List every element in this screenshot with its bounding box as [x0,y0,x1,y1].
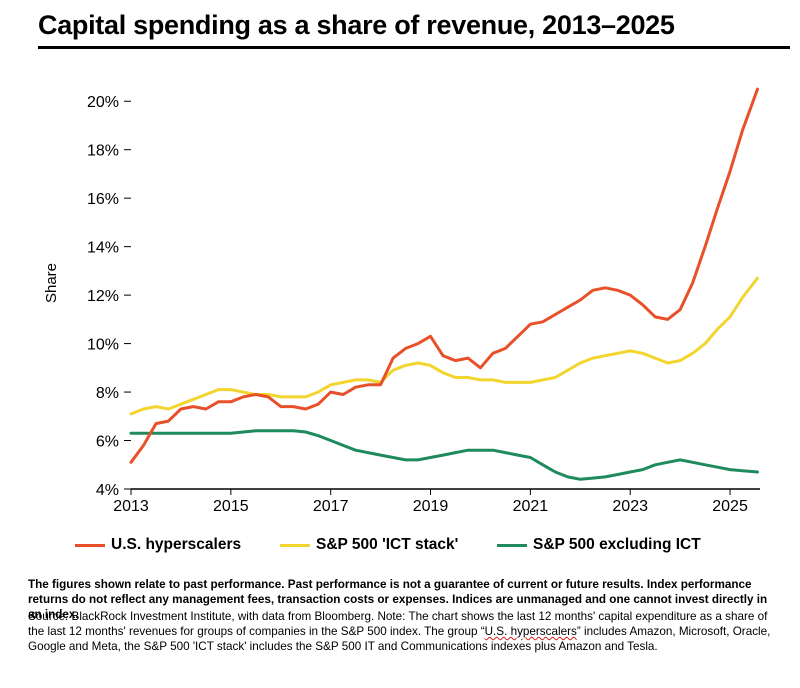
x-tick-label: 2023 [612,498,648,515]
legend-swatch-hyperscalers [75,543,105,547]
x-tick-label: 2017 [313,498,349,515]
chart-title: Capital spending as a share of revenue, … [38,10,675,40]
y-tick-label: 12% [87,288,119,305]
y-tick-label: 6% [96,434,119,451]
y-tick-label: 20% [87,94,119,111]
source-note: Source: BlackRock Investment Institute, … [28,609,780,654]
legend-item-ict-stack: S&P 500 'ICT stack' [280,536,458,554]
line-chart: Share 4% 6% 8% 10% 12% 14% 16% 18% 20% 2013 2015 2… [43,87,760,515]
series-line-ex-ict [129,429,759,481]
y-tick-label: 4% [96,482,119,499]
x-tick-label: 2019 [413,498,449,515]
y-tick-label: 14% [87,240,119,257]
x-tick-label: 2025 [712,498,748,515]
x-tick-label: 2021 [513,498,549,515]
source-text-hyperscalers: U.S. hyperscalers [484,625,577,638]
title-divider [38,46,790,49]
legend-item-hyperscalers: U.S. hyperscalers [75,536,241,554]
source-text-end: ” includes Amazon, Microsoft, Oracle, Go… [28,625,771,653]
performance-disclaimer: The figures shown relate to past perform… [28,578,768,621]
y-tick-label: 16% [87,191,119,208]
y-tick-label: 10% [87,337,119,354]
x-tick-label: 2013 [113,498,149,515]
y-tick-label: 18% [87,143,119,160]
series-line-ict-stack [129,276,759,416]
legend-label-ict-stack: S&P 500 'ICT stack' [316,536,459,553]
y-axis-title: Share [43,263,60,303]
legend-swatch-ex-ict [497,543,527,547]
y-tick-label: 8% [96,385,119,402]
legend-item-ex-ict: S&P 500 excluding ICT [497,536,701,554]
source-text-start: Source: BlackRock Investment Institute, … [28,610,768,638]
series-line-hyperscalers [129,87,759,464]
x-tick-label: 2015 [213,498,249,515]
legend-label-hyperscalers: U.S. hyperscalers [111,536,242,553]
legend-swatch-ict-stack [280,543,310,547]
chart-legend: U.S. hyperscalers S&P 500 'ICT stack' S&… [0,536,800,560]
legend-label-ex-ict: S&P 500 excluding ICT [533,536,701,553]
